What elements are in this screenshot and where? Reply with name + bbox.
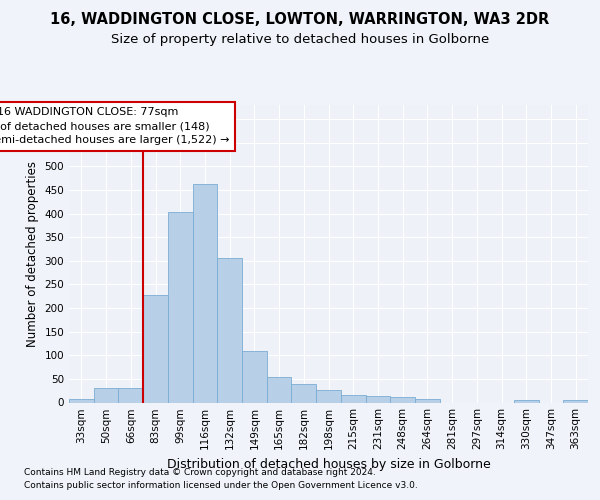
Bar [563, 400, 588, 402]
Bar [69, 399, 94, 402]
Bar [242, 350, 267, 403]
Bar [267, 378, 292, 402]
Text: Contains HM Land Registry data © Crown copyright and database right 2024.: Contains HM Land Registry data © Crown c… [24, 468, 376, 477]
Bar [143, 295, 168, 403]
Y-axis label: Number of detached properties: Number of detached properties [26, 161, 39, 347]
Text: 16 WADDINGTON CLOSE: 77sqm
← 9% of detached houses are smaller (148)
90% of semi: 16 WADDINGTON CLOSE: 77sqm ← 9% of detac… [0, 108, 229, 145]
Text: 16, WADDINGTON CLOSE, LOWTON, WARRINGTON, WA3 2DR: 16, WADDINGTON CLOSE, LOWTON, WARRINGTON… [50, 12, 550, 28]
Bar [292, 384, 316, 402]
Text: Size of property relative to detached houses in Golborne: Size of property relative to detached ho… [111, 32, 489, 46]
Bar [415, 399, 440, 402]
Bar [168, 212, 193, 402]
Bar [365, 396, 390, 402]
Bar [118, 388, 143, 402]
Bar [316, 390, 341, 402]
X-axis label: Distribution of detached houses by size in Golborne: Distribution of detached houses by size … [167, 458, 490, 471]
Bar [94, 388, 118, 402]
Bar [514, 400, 539, 402]
Bar [341, 396, 365, 402]
Bar [390, 398, 415, 402]
Bar [193, 184, 217, 402]
Bar [217, 258, 242, 402]
Text: Contains public sector information licensed under the Open Government Licence v3: Contains public sector information licen… [24, 480, 418, 490]
